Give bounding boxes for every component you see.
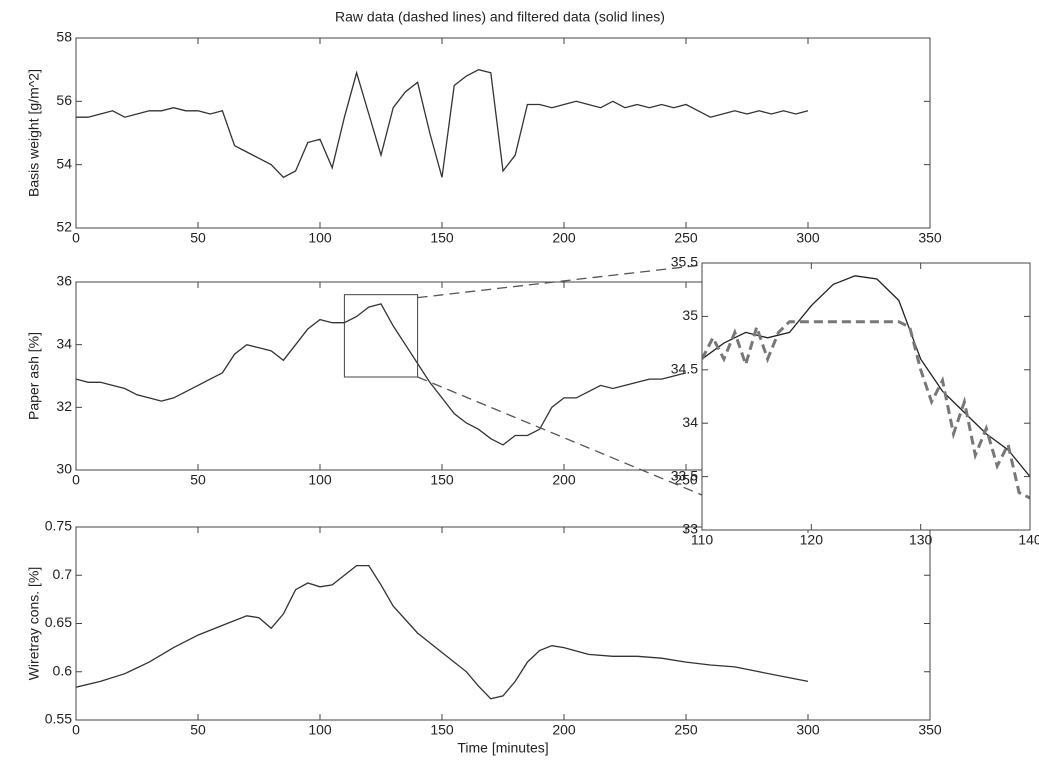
y-axis-label: Wiretray cons. [%] (26, 567, 42, 681)
axes: 0 50 100 150 200 250 300 350 0.55 0.6 0.65 0.7 0.75 W… (26, 518, 942, 756)
y-tick-label: 36 (56, 273, 72, 289)
y-tick-label: 35 (682, 307, 698, 323)
lines (76, 303, 687, 446)
data-line (76, 69, 809, 179)
y-tick-label: 34.5 (671, 361, 698, 377)
x-tick-label: 110 (691, 532, 714, 548)
figure-title: Raw data (dashed lines) and filtered dat… (335, 9, 665, 25)
y-tick-label: 0.75 (45, 518, 72, 534)
y-tick-label: 35.5 (671, 254, 698, 270)
y-tick-label: 0.55 (45, 711, 72, 727)
x-tick-label: 250 (674, 230, 698, 246)
lines (702, 275, 1030, 500)
x-tick-label: 350 (918, 722, 942, 738)
x-tick-label: 0 (72, 230, 80, 246)
y-tick-label: 34 (682, 414, 698, 430)
y-tick-label: 30 (56, 461, 72, 477)
inset-axes: 110 120 130 140 33 33.5 34 34.5 35 35.5 (671, 254, 1039, 548)
zoom-box (343, 294, 419, 378)
plot-area (76, 38, 930, 228)
x-tick-label: 50 (190, 722, 206, 738)
x-tick-label: 140 (1018, 532, 1039, 548)
x-tick-label: 50 (190, 230, 206, 246)
x-tick-label: 150 (430, 230, 454, 246)
x-tick-label: 100 (308, 472, 332, 488)
x-tick-label: 200 (552, 472, 576, 488)
lines (76, 69, 809, 179)
y-tick-label: 33 (682, 521, 698, 537)
zoom-indicator (343, 264, 703, 496)
x-tick-label: 350 (918, 230, 942, 246)
y-tick-label: 32 (56, 398, 72, 414)
x-tick-label: 200 (552, 722, 576, 738)
x-tick-label: 50 (190, 472, 206, 488)
x-tick-label: 100 (308, 722, 332, 738)
x-tick-label: 200 (552, 230, 576, 246)
data-line (76, 303, 687, 446)
x-tick-label: 130 (909, 532, 933, 548)
plot-area (702, 263, 1030, 530)
x-axis-label: Time [minutes] (457, 740, 548, 756)
x-tick-label: 0 (72, 472, 80, 488)
y-tick-label: 56 (56, 92, 72, 108)
y-tick-label: 52 (56, 219, 72, 235)
x-tick-label: 300 (796, 722, 820, 738)
y-tick-label: 34 (56, 335, 72, 351)
data-line (702, 275, 1030, 478)
data-line (76, 564, 809, 700)
x-tick-label: 250 (674, 472, 698, 488)
y-tick-label: 0.6 (53, 662, 73, 678)
x-tick-label: 100 (308, 230, 332, 246)
frame (75, 37, 931, 229)
x-tick-label: 150 (430, 722, 454, 738)
zoom-connector (417, 376, 703, 496)
x-tick-label: 250 (674, 722, 698, 738)
frame (701, 262, 1031, 531)
y-tick-label: 0.65 (45, 614, 72, 630)
lines (76, 564, 809, 700)
y-tick-label: 58 (56, 29, 72, 45)
plot-area (76, 527, 930, 720)
x-tick-label: 150 (430, 472, 454, 488)
x-tick-label: 300 (796, 230, 820, 246)
y-tick-label: 54 (56, 155, 72, 171)
y-axis-label: Basis weight [g/m^2] (26, 69, 42, 197)
y-axis-label: Paper ash [%] (26, 332, 42, 420)
y-tick-label: 0.7 (53, 566, 73, 582)
x-tick-label: 0 (72, 722, 80, 738)
axes: 0 50 100 150 200 250 300 350 52 54 56 58 Basis weigh… (26, 29, 942, 246)
x-tick-label: 120 (800, 532, 824, 548)
y-tick-label: 33.5 (671, 467, 698, 483)
raw-line (702, 320, 1030, 500)
